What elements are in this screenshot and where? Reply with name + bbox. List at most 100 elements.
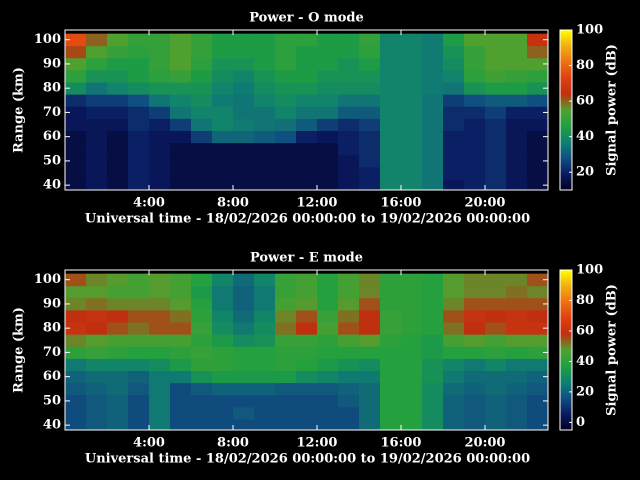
cell bbox=[422, 57, 444, 71]
cell bbox=[275, 310, 297, 323]
cell bbox=[380, 118, 402, 132]
cell bbox=[338, 406, 360, 420]
cell bbox=[380, 142, 402, 156]
cell bbox=[107, 297, 129, 311]
cell bbox=[107, 370, 129, 384]
cell bbox=[149, 322, 171, 335]
cell bbox=[107, 273, 129, 287]
cell bbox=[170, 297, 192, 311]
cell bbox=[317, 33, 339, 47]
cell bbox=[233, 82, 255, 95]
cell bbox=[359, 346, 381, 359]
cell bbox=[296, 310, 318, 323]
cell bbox=[65, 310, 87, 323]
cell bbox=[149, 273, 171, 287]
cell bbox=[527, 382, 548, 396]
cell bbox=[233, 358, 255, 372]
colorbar bbox=[559, 29, 573, 191]
cell bbox=[527, 297, 548, 311]
cell bbox=[149, 310, 171, 323]
cell bbox=[212, 346, 234, 359]
cell bbox=[107, 322, 129, 335]
cell bbox=[401, 82, 423, 95]
cell bbox=[233, 166, 255, 180]
cell bbox=[254, 285, 276, 299]
cell bbox=[380, 382, 402, 396]
cell bbox=[317, 322, 339, 335]
cell bbox=[191, 334, 213, 347]
cell bbox=[527, 358, 548, 372]
cell bbox=[485, 370, 507, 384]
cell bbox=[485, 118, 507, 132]
cell bbox=[422, 382, 444, 396]
cell bbox=[485, 70, 507, 83]
cell bbox=[464, 179, 486, 190]
x-tick-label: 12:00 bbox=[297, 436, 338, 451]
panel-title: Power - E mode bbox=[250, 251, 363, 266]
cell bbox=[422, 94, 444, 107]
cell bbox=[170, 118, 192, 132]
cell bbox=[296, 358, 318, 372]
cell bbox=[506, 297, 528, 311]
cell bbox=[338, 419, 360, 430]
cell bbox=[233, 130, 255, 144]
cell bbox=[527, 179, 548, 190]
cell bbox=[464, 70, 486, 83]
cell bbox=[359, 57, 381, 71]
cell bbox=[359, 33, 381, 47]
cell bbox=[65, 406, 87, 420]
cell bbox=[233, 33, 255, 47]
cell bbox=[485, 419, 507, 430]
cell bbox=[485, 33, 507, 47]
cell bbox=[128, 142, 150, 156]
cell bbox=[170, 322, 192, 335]
cell bbox=[191, 106, 213, 119]
cell bbox=[107, 130, 129, 144]
cell bbox=[233, 334, 255, 347]
cell bbox=[254, 334, 276, 347]
cell bbox=[107, 334, 129, 347]
cell bbox=[359, 142, 381, 156]
cell bbox=[443, 394, 465, 408]
cell bbox=[338, 346, 360, 359]
cell bbox=[338, 70, 360, 83]
cell bbox=[86, 45, 108, 59]
cell bbox=[506, 334, 528, 347]
cell bbox=[464, 346, 486, 359]
cell bbox=[443, 297, 465, 311]
cell bbox=[485, 382, 507, 396]
cell bbox=[233, 142, 255, 156]
cell bbox=[233, 297, 255, 311]
cell bbox=[233, 70, 255, 83]
cell bbox=[338, 179, 360, 190]
cell bbox=[338, 118, 360, 132]
cell bbox=[233, 346, 255, 359]
cell bbox=[380, 394, 402, 408]
x-tick-label: 16:00 bbox=[381, 196, 422, 211]
cell bbox=[212, 166, 234, 180]
cell bbox=[443, 310, 465, 323]
cell bbox=[254, 130, 276, 144]
cell bbox=[422, 179, 444, 190]
cell bbox=[359, 322, 381, 335]
cell bbox=[191, 406, 213, 420]
cell bbox=[212, 33, 234, 47]
cell bbox=[65, 166, 87, 180]
cell bbox=[443, 273, 465, 287]
cell bbox=[107, 45, 129, 59]
cell bbox=[527, 370, 548, 384]
cell bbox=[506, 346, 528, 359]
cell bbox=[527, 106, 548, 119]
cell bbox=[212, 285, 234, 299]
cell bbox=[275, 382, 297, 396]
cell bbox=[464, 130, 486, 144]
cell bbox=[506, 70, 528, 83]
cell bbox=[401, 394, 423, 408]
cell bbox=[254, 419, 276, 430]
cell bbox=[485, 179, 507, 190]
cell bbox=[149, 285, 171, 299]
cell bbox=[191, 419, 213, 430]
cell bbox=[107, 70, 129, 83]
cell bbox=[149, 118, 171, 132]
cell bbox=[443, 94, 465, 107]
